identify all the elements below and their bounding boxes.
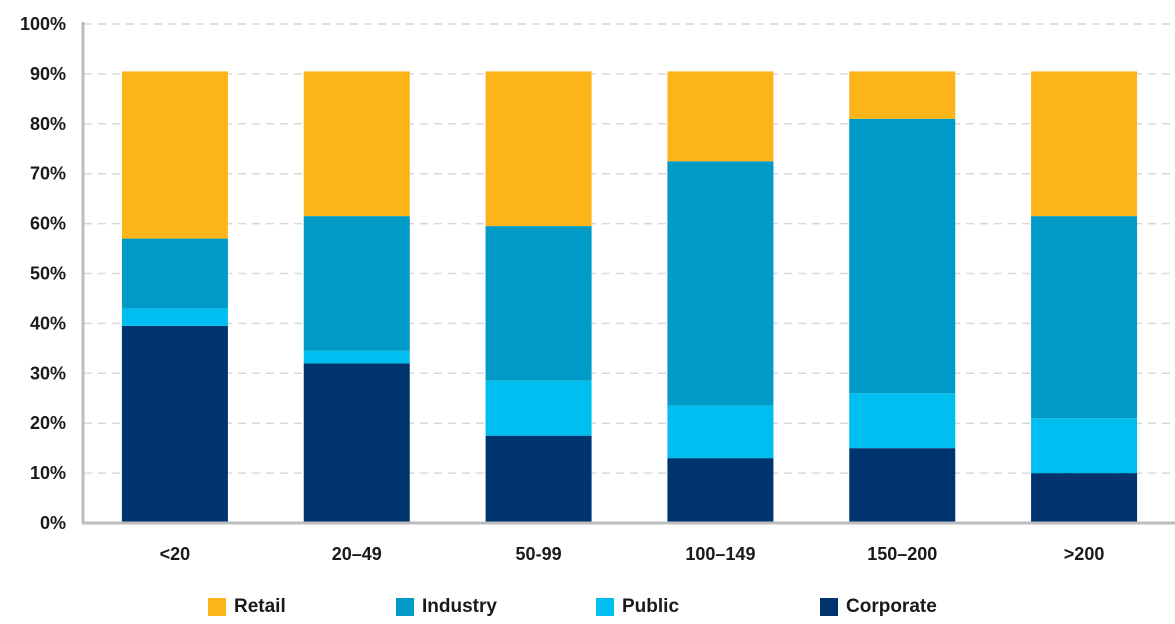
bar-segment-industry [667, 161, 774, 406]
bar-segment-retail [849, 71, 956, 119]
bars [121, 71, 1138, 523]
legend-swatch [396, 598, 414, 616]
bar-segment-industry [303, 216, 410, 351]
x-tick-label: 100–149 [685, 544, 755, 564]
legend-label: Retail [234, 596, 286, 617]
y-tick-label: 80% [30, 114, 66, 134]
bar-segment-public [667, 405, 774, 459]
bar-segment-retail [667, 71, 774, 162]
legend-label: Industry [422, 596, 497, 617]
x-tick-label: >200 [1064, 544, 1105, 564]
bar-segment-corporate [667, 458, 774, 523]
bar-segment-retail [1031, 71, 1138, 217]
y-tick-label: 60% [30, 214, 66, 234]
bar-segment-industry [849, 118, 956, 394]
bar-segment-public [121, 308, 228, 326]
legend-item-corporate: Corporate [820, 596, 937, 618]
bar-segment-public [303, 350, 410, 364]
legend-item-retail: Retail [208, 596, 286, 618]
y-tick-label: 100% [20, 14, 66, 34]
bar-segment-retail [485, 71, 592, 227]
y-tick-label: 20% [30, 413, 66, 433]
y-tick-label: 50% [30, 264, 66, 284]
bar-segment-corporate [1031, 473, 1138, 523]
bar-segment-public [485, 380, 592, 436]
gridlines [84, 23, 1175, 474]
x-tick-labels: <20 20–49 50-99 100–149 150–200 >200 [160, 544, 1105, 564]
legend-label: Corporate [846, 596, 937, 617]
bar-segment-retail [303, 71, 410, 217]
y-tick-label: 30% [30, 363, 66, 383]
bar-segment-retail [121, 71, 228, 239]
y-tick-label: 90% [30, 64, 66, 84]
bar-segment-corporate [121, 325, 228, 523]
bar-segment-corporate [303, 363, 410, 523]
bar-segment-industry [485, 226, 592, 381]
x-tick-label: 20–49 [332, 544, 382, 564]
y-tick-label: 40% [30, 313, 66, 333]
legend-swatch [820, 598, 838, 616]
stacked-bar-chart: 0% 10% 20% 30% 40% 50% 60% 70% 80% 90% 100% <20 20–… [20, 14, 1175, 564]
y-tick-label: 0% [40, 513, 66, 533]
bar-segment-corporate [485, 435, 592, 523]
bar-segment-public [849, 393, 956, 449]
legend-item-industry: Industry [396, 596, 497, 618]
bar-segment-industry [1031, 216, 1138, 419]
legend-item-public: Public [596, 596, 679, 618]
y-tick-labels: 0% 10% 20% 30% 40% 50% 60% 70% 80% 90% 100% [20, 14, 66, 533]
x-tick-label: 150–200 [867, 544, 937, 564]
legend-label: Public [622, 596, 680, 617]
bar-segment-corporate [849, 448, 956, 523]
legend-swatch [596, 598, 614, 616]
legend-swatch [208, 598, 226, 616]
x-tick-label: 50-99 [516, 544, 562, 564]
bar-segment-public [1031, 418, 1138, 474]
axes [81, 22, 1175, 525]
y-tick-label: 70% [30, 164, 66, 184]
y-tick-label: 10% [30, 463, 66, 483]
legend: Retail Industry Public Corporate [0, 596, 1175, 624]
x-tick-label: <20 [160, 544, 191, 564]
bar-segment-industry [121, 238, 228, 309]
